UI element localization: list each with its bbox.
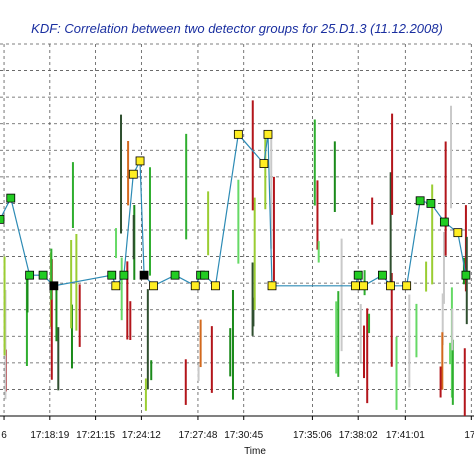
data-point (426, 199, 436, 208)
data-point (38, 270, 48, 280)
markers (0, 129, 471, 291)
data-point (139, 270, 149, 280)
x-axis-label: Time (244, 446, 266, 457)
x-tick-label: 17:18:19 (30, 430, 69, 441)
data-point (359, 281, 368, 291)
series-line-path (0, 132, 467, 288)
data-point (170, 270, 180, 280)
data-point (351, 281, 360, 291)
x-tick-label: 17:27:48 (178, 430, 217, 441)
data-point (263, 129, 273, 139)
x-tick-labels: 6 17:18:19 17:21:15 17:24:12 17:27:48 17:30:4… (1, 416, 474, 441)
data-point (200, 270, 210, 280)
data-point (190, 281, 200, 291)
data-point (461, 270, 471, 280)
data-point (402, 281, 412, 291)
data-point (267, 281, 277, 291)
detector-bars (3, 100, 468, 416)
data-point (135, 156, 145, 166)
data-point (25, 270, 35, 280)
data-point (6, 193, 16, 203)
series-line (0, 132, 467, 288)
data-point (233, 129, 243, 139)
chart-title: KDF: Correlation between two detector gr… (31, 21, 443, 36)
data-point (353, 270, 363, 280)
data-point (386, 281, 395, 291)
x-tick-label: 17:30:45 (224, 430, 263, 441)
x-tick-label: 6 (1, 430, 7, 441)
data-point (415, 196, 425, 206)
data-point (49, 281, 59, 291)
data-point (453, 228, 463, 238)
data-point (149, 281, 158, 291)
data-point (119, 270, 129, 280)
data-point (0, 214, 5, 224)
x-tick-label: 17:38:02 (339, 430, 378, 441)
data-point (439, 217, 449, 227)
x-tick-label: 17:24:12 (122, 430, 161, 441)
data-point (107, 270, 117, 280)
data-point (128, 169, 138, 179)
x-tick-label: 17:21:15 (76, 430, 115, 441)
x-tick-label: 17: (464, 430, 474, 441)
x-tick-label: 17:41:01 (386, 430, 425, 441)
data-point (259, 159, 269, 168)
data-point (111, 281, 121, 291)
data-point (378, 270, 387, 280)
data-point (211, 281, 220, 291)
x-tick-label: 17:35:06 (293, 430, 332, 441)
